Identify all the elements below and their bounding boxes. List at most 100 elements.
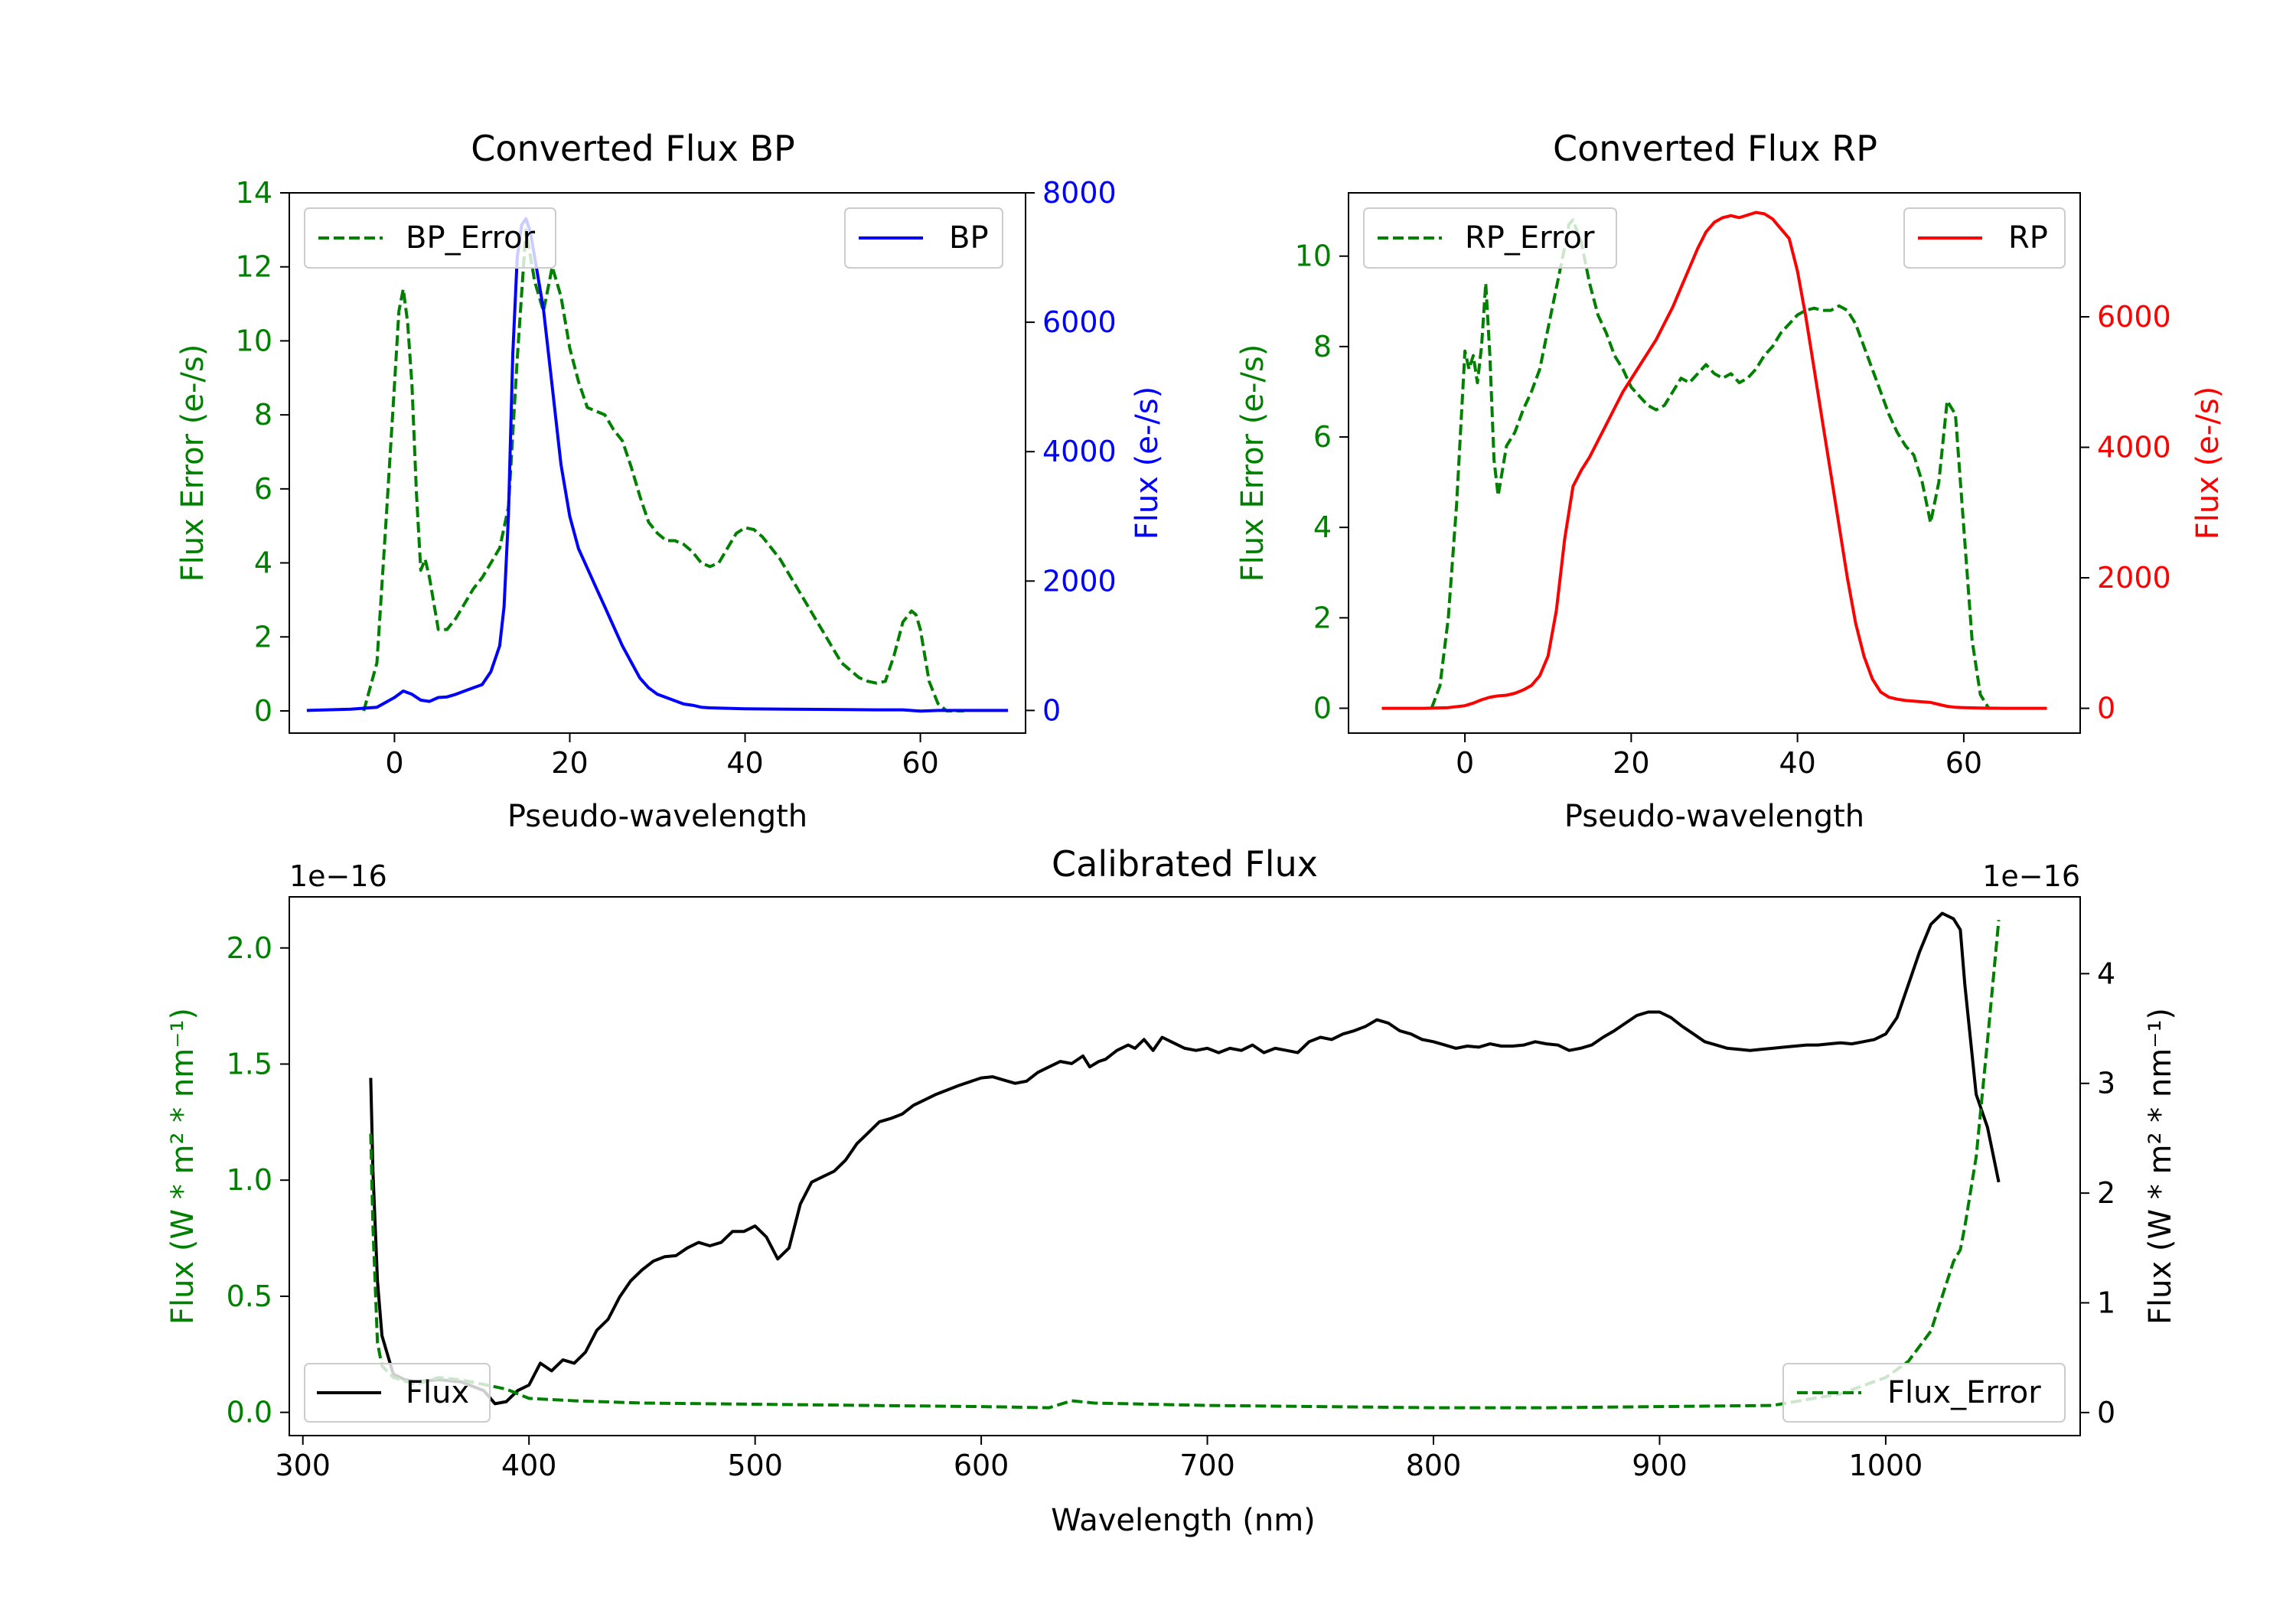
rp-x-tick-label: 0 xyxy=(1456,746,1474,780)
rp-left-tick-label: 8 xyxy=(1313,330,1332,363)
cal-x-tick-label: 600 xyxy=(954,1449,1009,1482)
rp-error-legend[interactable]: RP_Error xyxy=(1363,207,1617,269)
bp-left-y-label: Flux Error (e-/s) xyxy=(175,344,210,582)
rp-left-tick-label: 2 xyxy=(1313,601,1332,634)
cal-right-tick-label: 1 xyxy=(2097,1286,2115,1320)
rp-right-tick-label: 4000 xyxy=(2097,431,2171,464)
rp-panel: Converted Flux RP 0 20 40 60 0 2 4 6 8 10 0 2000 4… xyxy=(1235,128,2226,834)
cal-x-tick-label: 400 xyxy=(501,1449,557,1482)
bp-error-legend-box xyxy=(304,207,556,269)
rp-right-axis: 0 2000 4000 6000 xyxy=(2080,300,2171,725)
rp-right-tick-label: 6000 xyxy=(2097,300,2171,334)
bp-left-tick-label: 4 xyxy=(254,546,272,580)
bp-left-tick-label: 0 xyxy=(254,694,272,728)
cal-x-tick-label: 500 xyxy=(727,1449,783,1482)
bp-x-tick-label: 40 xyxy=(726,746,763,780)
cal-left-axis: 0.0 0.5 1.0 1.5 2.0 xyxy=(227,931,289,1429)
cal-x-tick-label: 800 xyxy=(1406,1449,1462,1482)
bp-legend-box xyxy=(844,207,1003,269)
rp-frame xyxy=(1348,192,2081,734)
bp-panel: Converted Flux BP 0 20 40 60 0 2 4 6 8 10 12 14 0 2… xyxy=(175,128,1165,834)
rp-x-tick-label: 40 xyxy=(1779,746,1815,780)
cal-left-tick-label: 1.0 xyxy=(227,1163,272,1197)
rp-left-axis: 0 2 4 6 8 10 xyxy=(1295,240,1349,725)
bp-left-tick-label: 8 xyxy=(254,398,272,432)
bp-title: Converted Flux BP xyxy=(471,128,795,169)
cal-x-tick-label: 1000 xyxy=(1849,1449,1923,1482)
cal-x-tick-label: 700 xyxy=(1179,1449,1235,1482)
cal-series-flux xyxy=(369,911,2001,1406)
cal-frame xyxy=(289,896,2081,1436)
cal-left-exponent: 1e−16 xyxy=(289,859,387,893)
cal-right-tick-label: 0 xyxy=(2097,1396,2115,1429)
cal-flux-legend-box xyxy=(304,1363,491,1423)
cal-x-tick-label: 300 xyxy=(275,1449,331,1482)
bp-right-axis: 0 2000 4000 6000 8000 xyxy=(1026,176,1117,727)
cal-right-tick-label: 3 xyxy=(2097,1067,2115,1100)
rp-x-tick-label: 20 xyxy=(1613,746,1649,780)
bp-series-bp xyxy=(306,217,1009,713)
rp-legend[interactable]: RP xyxy=(1903,207,2066,269)
cal-panel: Calibrated Flux 300 400 500 600 700 800 900 100… xyxy=(165,843,2178,1538)
bp-left-tick-label: 14 xyxy=(236,176,272,210)
cal-x-tick-label: 900 xyxy=(1632,1449,1688,1482)
bp-x-tick-label: 0 xyxy=(385,746,403,780)
bp-x-axis: 0 20 40 60 xyxy=(385,733,939,780)
cal-error-legend-label: Flux_Error xyxy=(1887,1375,2041,1410)
rp-series-rp-error xyxy=(1430,218,1998,710)
rp-right-y-label: Flux (e-/s) xyxy=(2190,386,2226,539)
bp-series-bp-error xyxy=(362,228,964,712)
rp-left-tick-label: 4 xyxy=(1313,510,1332,544)
bp-right-y-label: Flux (e-/s) xyxy=(1130,386,1165,539)
rp-x-tick-label: 60 xyxy=(1945,746,1982,780)
cal-error-legend-box xyxy=(1782,1363,2066,1423)
cal-left-tick-label: 2.0 xyxy=(227,931,272,965)
rp-error-legend-box xyxy=(1363,207,1617,269)
bp-right-tick-label: 2000 xyxy=(1042,564,1117,598)
bp-error-legend-label: BP_Error xyxy=(406,220,536,256)
bp-x-label: Pseudo-wavelength xyxy=(507,799,807,834)
bp-left-tick-label: 10 xyxy=(236,324,272,357)
bp-left-tick-label: 2 xyxy=(254,620,272,654)
bp-error-legend[interactable]: BP_Error xyxy=(304,207,556,269)
rp-plot-area xyxy=(1381,210,2047,710)
rp-right-tick-label: 0 xyxy=(2097,692,2115,725)
cal-right-tick-label: 4 xyxy=(2097,957,2115,990)
cal-left-y-label: Flux (W * m² * nm⁻¹) xyxy=(165,1008,201,1325)
bp-right-tick-label: 6000 xyxy=(1042,305,1117,339)
cal-series-flux-error xyxy=(369,920,2001,1410)
cal-left-tick-label: 1.5 xyxy=(227,1047,272,1081)
cal-flux-legend-label: Flux xyxy=(406,1375,469,1410)
cal-right-y-label: Flux (W * m² * nm⁻¹) xyxy=(2143,1008,2178,1325)
bp-right-tick-label: 4000 xyxy=(1042,435,1117,468)
rp-left-y-label: Flux Error (e-/s) xyxy=(1235,344,1270,582)
rp-title: Converted Flux RP xyxy=(1553,128,1877,169)
bp-legend[interactable]: BP xyxy=(844,207,1003,269)
cal-plot-area xyxy=(369,911,2001,1410)
cal-right-exponent: 1e−16 xyxy=(1982,859,2080,893)
rp-left-tick-label: 0 xyxy=(1313,692,1332,725)
cal-x-label: Wavelength (nm) xyxy=(1051,1503,1316,1538)
bp-x-tick-label: 20 xyxy=(551,746,588,780)
cal-flux-legend[interactable]: Flux xyxy=(304,1363,491,1423)
cal-right-tick-label: 2 xyxy=(2097,1176,2115,1210)
cal-left-tick-label: 0.0 xyxy=(227,1396,272,1429)
rp-error-legend-label: RP_Error xyxy=(1465,220,1595,256)
bp-left-tick-label: 6 xyxy=(254,472,272,506)
cal-x-axis: 300 400 500 600 700 800 900 1000 xyxy=(275,1436,1923,1482)
rp-left-tick-label: 10 xyxy=(1295,240,1332,273)
rp-right-tick-label: 2000 xyxy=(2097,561,2171,595)
bp-left-axis: 0 2 4 6 8 10 12 14 xyxy=(236,176,289,728)
rp-left-tick-label: 6 xyxy=(1313,420,1332,454)
rp-series-rp xyxy=(1381,210,2047,710)
rp-legend-label: RP xyxy=(2008,220,2048,256)
bp-right-tick-label: 0 xyxy=(1042,693,1061,727)
cal-error-legend[interactable]: Flux_Error xyxy=(1782,1363,2066,1423)
bp-legend-label: BP xyxy=(949,220,989,256)
rp-x-label: Pseudo-wavelength xyxy=(1564,799,1864,834)
bp-plot-area xyxy=(306,217,1009,713)
bp-frame xyxy=(289,192,1026,734)
cal-left-tick-label: 0.5 xyxy=(227,1279,272,1313)
rp-legend-box xyxy=(1903,207,2066,269)
